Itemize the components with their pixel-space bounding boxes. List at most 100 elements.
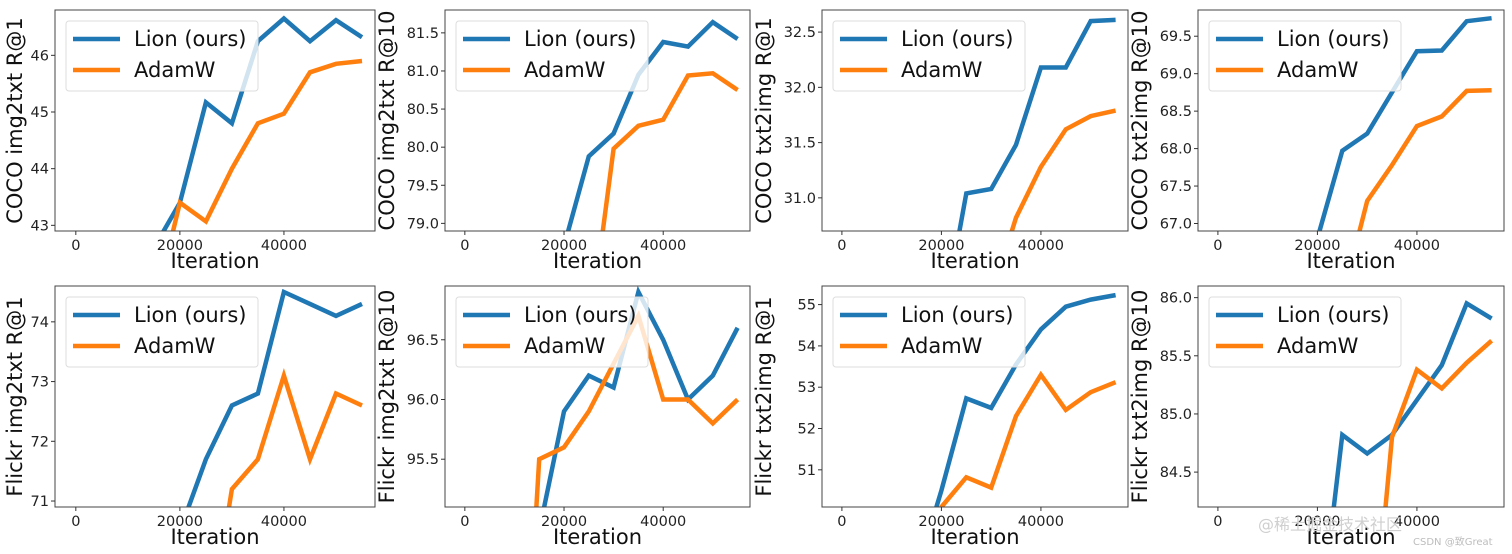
x-tick-label: 0 (837, 514, 846, 530)
legend: Lion (ours) AdamW (455, 20, 649, 92)
y-tick-label: 79.5 (407, 178, 439, 194)
x-tick-label: 0 (71, 238, 80, 254)
legend-label-lion: Lion (ours) (1277, 27, 1390, 51)
axes-frame (821, 9, 1129, 232)
series-group (186, 288, 363, 507)
y-tick-label: 80.0 (407, 140, 439, 156)
y-axis-label: Flickr img2txt R@10 (375, 290, 399, 504)
y-tick-label: 43 (31, 218, 49, 234)
x-tick-label: 0 (1213, 514, 1222, 530)
subplot-1: 0 20000 40000 43 44 45 46 Iteration COCO img2txt… (3, 9, 376, 273)
legend: Lion (ours) AdamW (65, 20, 259, 92)
x-axis-label: Iteration (930, 525, 1019, 549)
x-tick-label: 20000 (157, 238, 203, 254)
series-group (1317, 15, 1492, 231)
watermark: @稀土掘金技术社区 CSDN @致Great (1258, 515, 1493, 548)
legend-label-lion: Lion (ours) (134, 303, 247, 327)
x-axis-label: Iteration (553, 525, 642, 549)
watermark-line2: CSDN @致Great (1413, 535, 1493, 548)
x-tick-label: 0 (460, 238, 469, 254)
y-tick-label: 79.0 (407, 216, 439, 232)
y-tick-label: 46 (31, 48, 49, 64)
y-tick-label: 53 (798, 380, 816, 396)
x-axis-label: Iteration (553, 249, 642, 273)
x-tick-label: 0 (837, 238, 846, 254)
subplot-3: 0 20000 40000 31.0 31.5 32.0 32.5 Iteration COCO… (752, 9, 1129, 273)
y-tick-label: 96.5 (407, 333, 439, 349)
legend: Lion (ours) AdamW (1208, 20, 1402, 92)
subplot-6: 0 20000 40000 95.5 96.0 96.5 Iteration Flickr i… (375, 285, 751, 549)
series-line-adamw (1357, 87, 1492, 231)
legend-label-lion: Lion (ours) (524, 27, 637, 51)
x-tick-label: 0 (460, 514, 469, 530)
legend: Lion (ours) AdamW (1208, 296, 1402, 368)
legend-label-adamw: AdamW (1277, 334, 1359, 358)
subplot-8: 0 20000 40000 84.5 85.0 85.5 86.0 Iteration Flic… (1128, 285, 1505, 549)
y-axis-label: COCO txt2img R@10 (1128, 11, 1152, 231)
y-tick-label: 51 (798, 463, 816, 479)
y-tick-label: 71 (31, 494, 49, 510)
legend-label-lion: Lion (ours) (524, 303, 637, 327)
x-tick-label: 0 (71, 514, 80, 530)
x-tick-label: 40000 (1018, 238, 1064, 254)
series-line-lion (1317, 15, 1492, 231)
y-tick-label: 81.5 (407, 26, 439, 42)
y-tick-label: 55 (798, 298, 816, 314)
legend: Lion (ours) AdamW (455, 296, 649, 368)
y-tick-label: 85.0 (1160, 407, 1192, 423)
y-tick-label: 54 (798, 339, 816, 355)
series-line-adamw (226, 368, 363, 507)
x-tick-label: 20000 (1294, 238, 1340, 254)
legend-label-adamw: AdamW (901, 334, 983, 358)
y-tick-label: 84.5 (1160, 465, 1192, 481)
axes-frame (444, 285, 751, 508)
y-tick-label: 74 (31, 315, 49, 331)
y-tick-label: 69.0 (1160, 67, 1192, 83)
x-axis-label: Iteration (930, 249, 1019, 273)
y-tick-label: 96.0 (407, 392, 439, 408)
series-line-adamw (600, 70, 739, 231)
series-line-lion (957, 17, 1116, 231)
y-tick-label: 44 (31, 162, 49, 178)
subplot-7: 0 20000 40000 51 52 53 54 55 Iteration Flickr txt… (752, 285, 1129, 549)
series-line-adamw (939, 370, 1117, 507)
subplot-5: 0 20000 40000 71 72 73 74 Iteration Flickr img2t… (3, 285, 376, 549)
series-line-lion (186, 288, 363, 507)
x-axis-label: Iteration (170, 249, 259, 273)
x-tick-label: 20000 (157, 514, 203, 530)
x-tick-label: 40000 (261, 514, 307, 530)
axes-frame (1197, 9, 1505, 232)
y-tick-label: 95.5 (407, 452, 439, 468)
y-tick-label: 32.0 (784, 80, 816, 96)
x-tick-label: 40000 (1394, 514, 1440, 530)
y-tick-label: 31.0 (784, 191, 816, 207)
legend-label-lion: Lion (ours) (134, 27, 247, 51)
series-line-adamw (1383, 339, 1494, 507)
y-tick-label: 72 (31, 434, 49, 450)
y-axis-label: COCO txt2img R@1 (752, 17, 776, 224)
legend-label-lion: Lion (ours) (1277, 303, 1390, 327)
x-tick-label: 40000 (640, 238, 686, 254)
x-axis-label: Iteration (1306, 525, 1395, 549)
x-tick-label: 20000 (1294, 514, 1340, 530)
y-tick-label: 68.0 (1160, 142, 1192, 158)
y-tick-label: 80.5 (407, 102, 439, 118)
y-tick-label: 85.5 (1160, 349, 1192, 365)
y-axis-label: COCO img2txt R@10 (375, 11, 399, 231)
y-tick-label: 81.0 (407, 64, 439, 80)
axes-frame (1197, 285, 1505, 508)
series-line-lion (1331, 300, 1493, 507)
subplot-2: 0 20000 40000 79.0 79.5 80.0 80.5 81.0 81.5 Itera… (375, 9, 751, 273)
y-tick-label: 31.5 (784, 136, 816, 152)
x-tick-label: 0 (1213, 238, 1222, 254)
legend-label-adamw: AdamW (524, 58, 606, 82)
legend: Lion (ours) AdamW (832, 296, 1026, 368)
y-axis-label: Flickr img2txt R@1 (3, 296, 27, 496)
y-axis-label: Flickr txt2img R@10 (1128, 290, 1152, 504)
legend: Lion (ours) AdamW (832, 20, 1026, 92)
y-tick-label: 86.0 (1160, 291, 1192, 307)
x-tick-label: 20000 (541, 238, 587, 254)
y-tick-label: 67.0 (1160, 217, 1192, 233)
legend-label-adamw: AdamW (134, 334, 216, 358)
